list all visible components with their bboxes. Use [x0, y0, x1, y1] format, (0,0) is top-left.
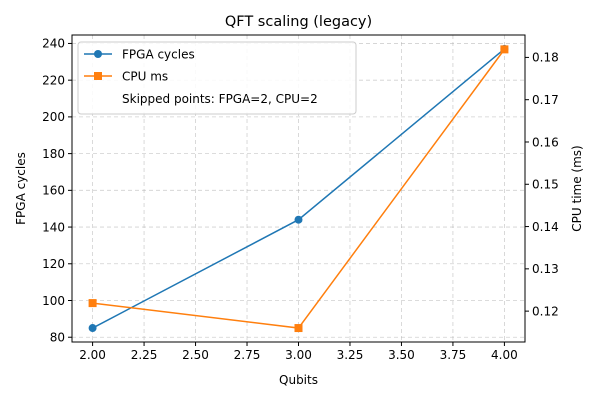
y-left-tick-label: 160 — [42, 184, 65, 198]
data-point-cpu — [88, 299, 97, 308]
y-left-tick-label: 200 — [42, 110, 65, 124]
data-point-cpu — [500, 45, 509, 54]
x-tick-label: 2.00 — [79, 348, 106, 362]
y-right-tick-label: 0.18 — [532, 51, 559, 65]
y-right-axis-label: CPU time (ms) — [570, 145, 584, 231]
data-point-fpga — [88, 324, 97, 333]
y-left-tick-label: 100 — [42, 294, 65, 308]
series-layer — [88, 44, 509, 333]
y-right-tick-label: 0.13 — [532, 262, 559, 276]
y-right-tick-label: 0.17 — [532, 93, 559, 107]
axes-layer: 2.00 2.25 2.50 2.75 3.00 3.25 3.50 3.75 4.00 80 10… — [42, 37, 559, 362]
y-right-tick-label: 0.16 — [532, 135, 559, 149]
legend-annotation: Skipped points: FPGA=2, CPU=2 — [122, 92, 318, 106]
y-left-tick-label: 240 — [42, 37, 65, 51]
y-left-tick-label: 140 — [42, 220, 65, 234]
y-left-tick-label: 180 — [42, 147, 65, 161]
y-left-tick-label: 220 — [42, 73, 65, 87]
legend: FPGA cycles CPU ms Skipped points: FPGA=… — [77, 41, 357, 115]
y-right-tick-label: 0.14 — [532, 220, 559, 234]
x-tick-label: 2.50 — [182, 348, 209, 362]
x-axis-label: Qubits — [279, 373, 318, 387]
legend-label-cpu: CPU ms — [122, 70, 168, 84]
x-tick-label: 3.75 — [440, 348, 467, 362]
y-left-tick-label: 120 — [42, 257, 65, 271]
legend-label-fpga: FPGA cycles — [122, 48, 195, 62]
x-tick-label: 3.50 — [388, 348, 415, 362]
x-tick-label: 4.00 — [491, 348, 518, 362]
x-tick-label: 2.25 — [131, 348, 158, 362]
data-point-cpu — [294, 324, 303, 333]
legend-marker-cpu — [94, 72, 102, 80]
legend-marker-fpga — [94, 50, 102, 58]
data-point-fpga — [294, 215, 303, 224]
y-right-tick-label: 0.15 — [532, 178, 559, 192]
y-left-tick-label: 80 — [50, 331, 65, 345]
x-tick-label: 2.75 — [234, 348, 261, 362]
legend-box — [77, 41, 357, 115]
x-tick-label: 3.00 — [285, 348, 312, 362]
x-tick-label: 3.25 — [337, 348, 364, 362]
y-right-tick-label: 0.12 — [532, 304, 559, 318]
chart-title: QFT scaling (legacy) — [225, 14, 372, 30]
y-left-axis-label: FPGA cycles — [14, 152, 28, 225]
